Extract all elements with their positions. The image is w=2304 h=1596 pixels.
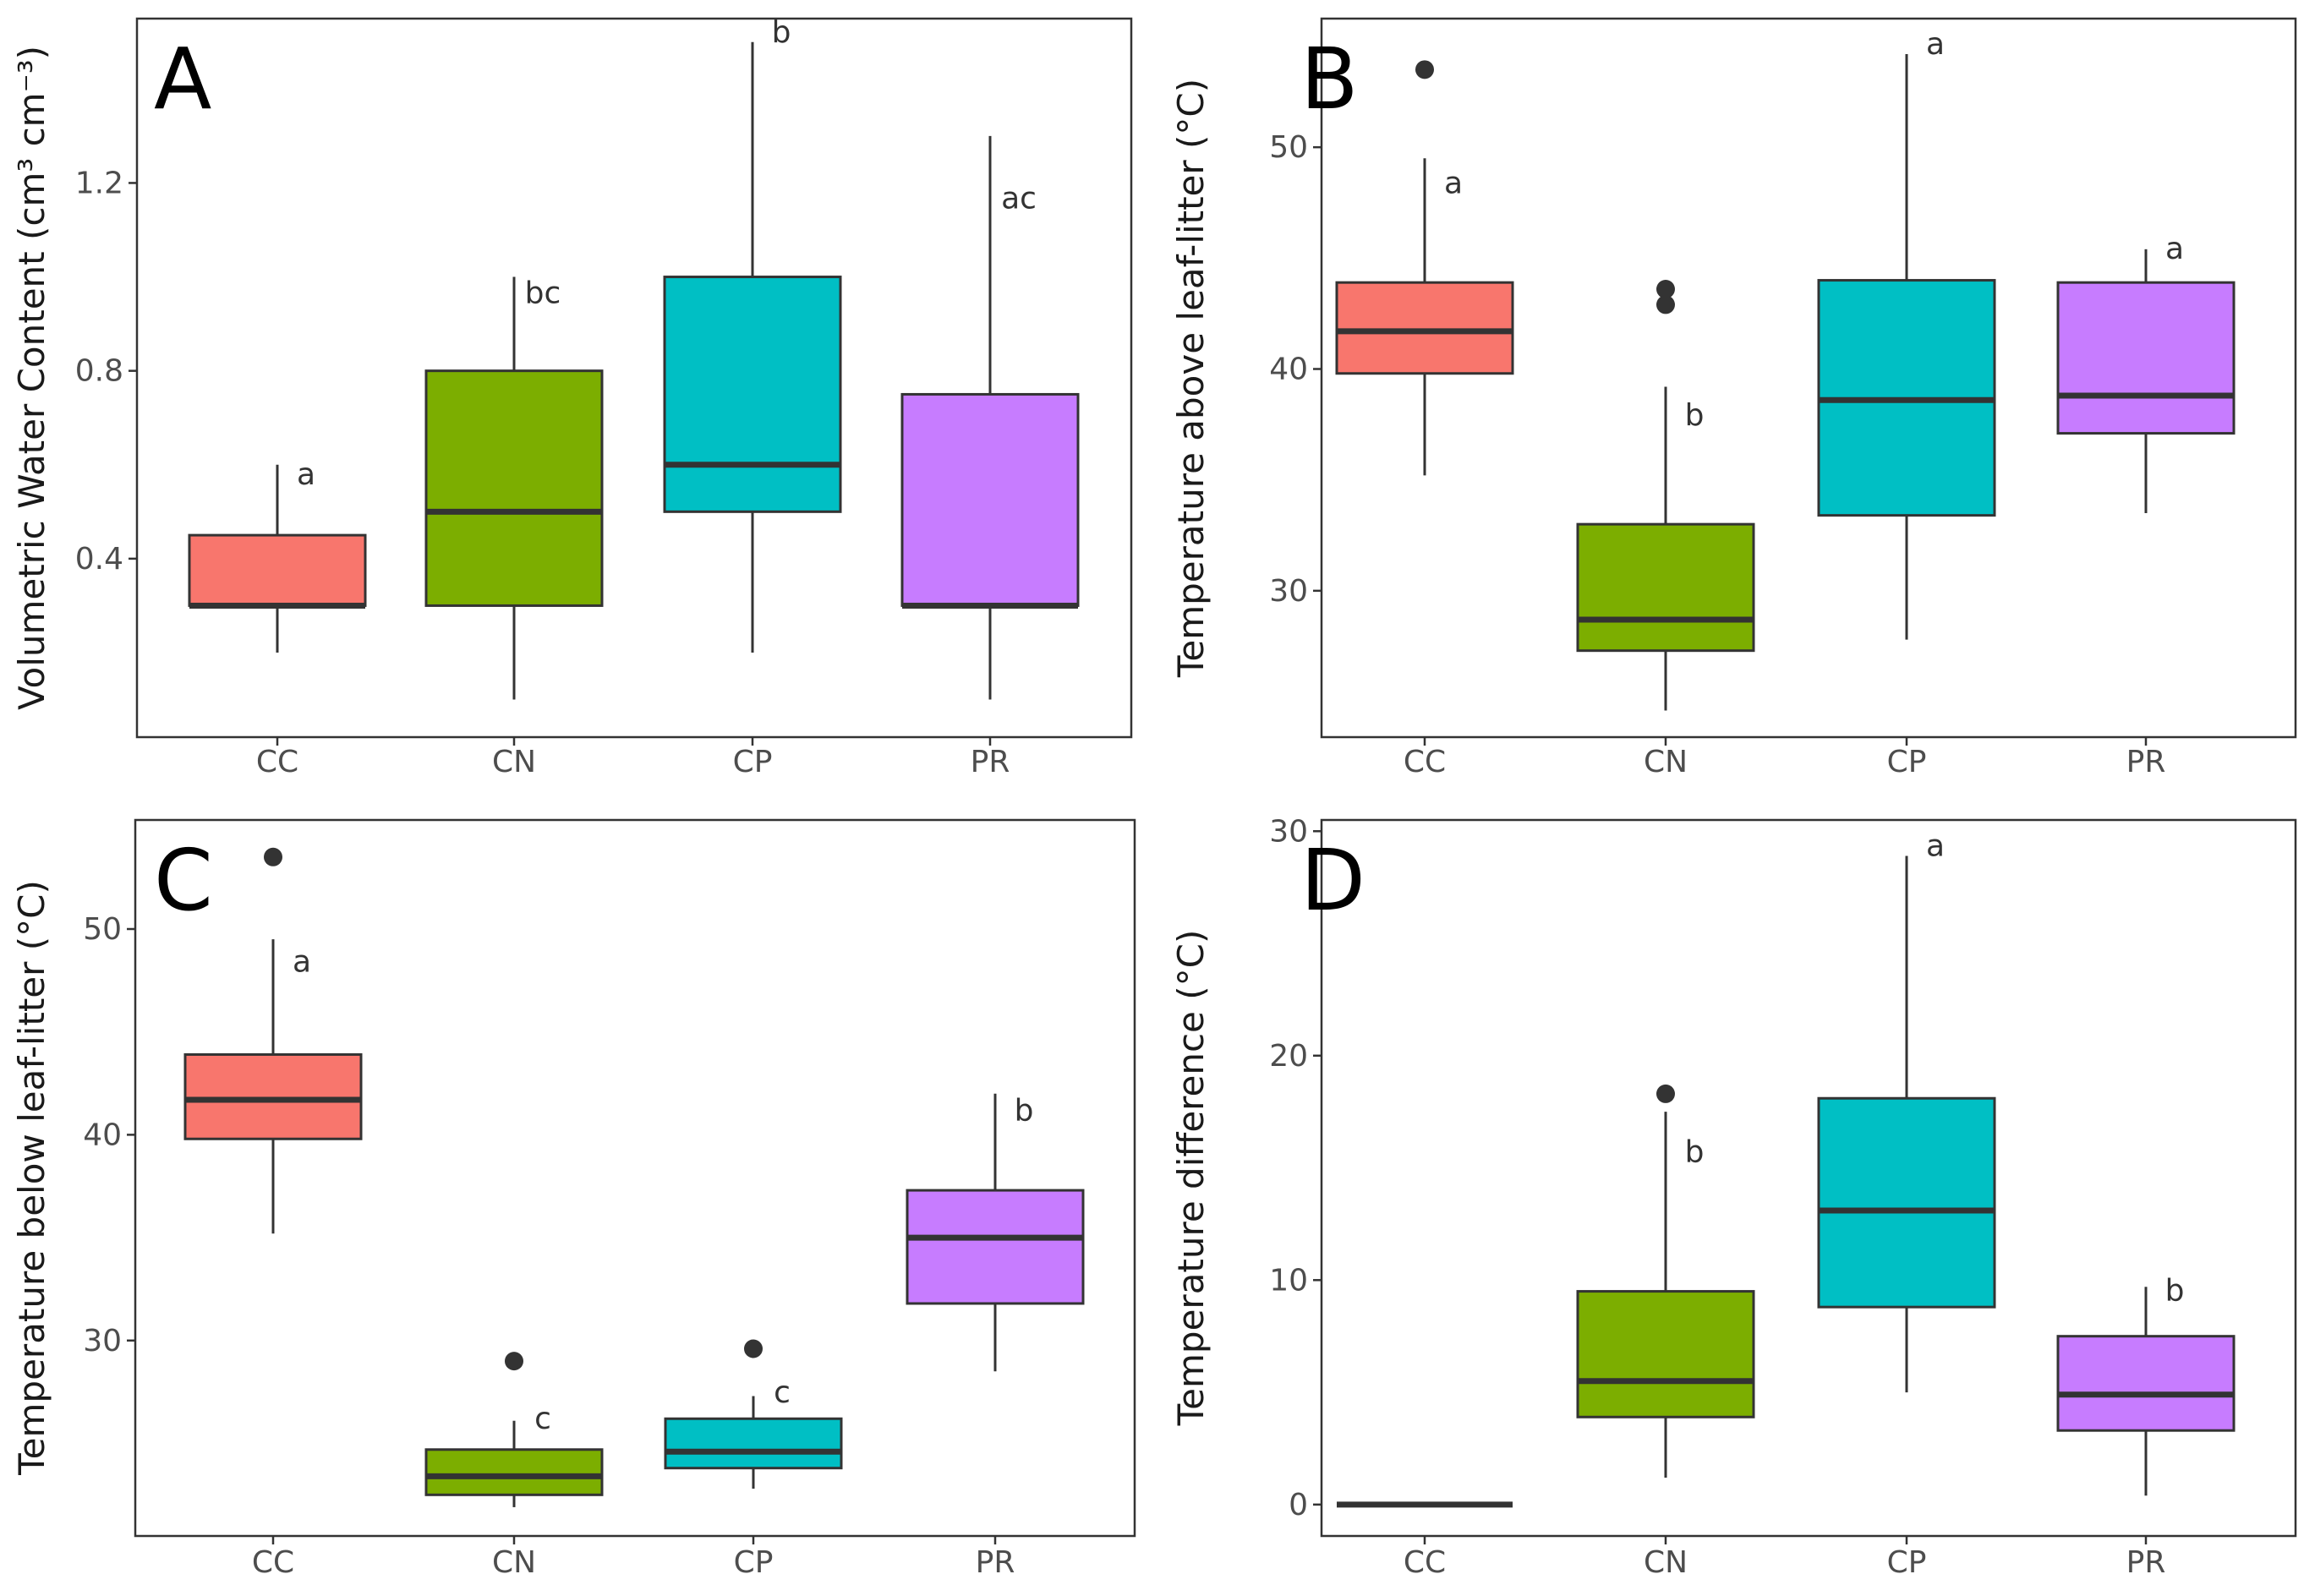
y-tick-label-b: 50 [1269,130,1308,165]
panel-frame-d [1320,818,2297,1538]
significance-letter-a-cp: b [772,15,791,50]
box-group-c-cn: c [424,1352,604,1507]
significance-letter-d-cp: a [1926,828,1945,863]
y-tick-label-d: 10 [1269,1263,1308,1298]
y-tick-label-d: 20 [1269,1039,1308,1074]
x-tick-label-c: CC [252,1545,294,1580]
box-group-b-pr: a [2056,232,2236,514]
box-c-pr [906,1189,1085,1305]
outlier-d-cn [1656,1084,1675,1103]
box-d-pr [2056,1335,2236,1432]
panel-letter-b: B [1300,30,1359,128]
box-c-cn [424,1448,604,1496]
box-b-pr [2056,281,2236,435]
box-c-cp [664,1417,843,1470]
significance-letter-b-cc: a [1444,166,1463,200]
y-tick-label-d: 30 [1269,814,1308,849]
panel-letter-c: C [154,831,213,930]
panel-frame-c [134,818,1136,1538]
panel-c: 30 40 50 Temperature below leaf-litter (°C)… [11,818,1136,1580]
box-group-d-cp: a [1817,828,1996,1393]
significance-letter-d-pr: b [2165,1274,2185,1309]
box-b-cn [1576,522,1755,653]
significance-letter-d-cn: b [1685,1135,1705,1170]
panel-a: 0.4 0.8 1.2 Volumetric Water Content (cm³ c… [11,15,1133,779]
x-tick-label-b: CC [1404,745,1446,779]
box-group-a-pr: ac [900,135,1080,700]
x-tick-label-b: CP [1887,745,1927,779]
x-tick-label-c: CP [734,1545,774,1580]
y-tick-label-c: 30 [83,1324,122,1358]
x-tick-label-c: PR [976,1545,1015,1580]
significance-letter-a-cc: a [297,457,315,492]
outlier-c-cc [264,847,282,866]
box-group-c-pr: b [906,1093,1085,1372]
box-a-cc [188,533,367,607]
x-tick-label-a: PR [971,745,1010,779]
box-group-c-cc: a [183,847,363,1234]
panel-d: 0 10 20 30 Temperature difference (°C) D CC CN C… [1170,814,2297,1580]
box-group-a-cp: b [663,15,842,653]
significance-letter-b-pr: a [2165,232,2184,266]
x-tick-label-a: CN [492,745,536,779]
panel-b: 30 40 50 Temperature above leaf-litter (°C)… [1170,17,2297,779]
significance-letter-b-cp: a [1926,27,1945,62]
y-axis-label-a: Volumetric Water Content (cm³ cm⁻³) [11,46,52,710]
box-group-d-cn: b [1576,1084,1755,1478]
panel-frame-b [1320,17,2297,739]
x-tick-label-d: CN [1644,1545,1688,1580]
outlier-c-cn [505,1352,523,1371]
box-c-cc [183,1052,363,1140]
y-tick-label-a: 0.4 [75,542,123,577]
significance-letter-a-pr: ac [1001,181,1037,216]
x-tick-label-d: CC [1404,1545,1446,1580]
outlier-b-cn [1656,280,1675,299]
box-d-cn [1576,1290,1755,1418]
x-tick-label-b: CN [1644,745,1688,779]
x-tick-label-a: CC [256,745,298,779]
outlier-b-cn [1656,295,1675,314]
x-tick-label-d: PR [2126,1545,2166,1580]
box-group-c-cp: c [664,1339,843,1489]
significance-letter-a-cn: bc [525,276,561,311]
outlier-c-cp [744,1339,763,1358]
panel-letter-d: D [1300,831,1365,930]
box-b-cc [1335,281,1514,375]
y-axis-label-c: Temperature below leaf-litter (°C) [11,880,52,1476]
significance-letter-c-cn: c [534,1402,551,1436]
y-axis-label-d: Temperature difference (°C) [1170,930,1212,1427]
box-group-b-cp: a [1817,27,1996,640]
panel-letter-a: A [154,30,211,128]
panel-frame-a [135,17,1133,739]
y-tick-label-c: 40 [83,1118,122,1152]
x-tick-label-b: PR [2126,745,2166,779]
y-tick-label-d: 0 [1289,1488,1308,1522]
x-tick-label-c: CN [492,1545,536,1580]
box-a-cn [424,369,604,607]
box-group-b-cn: b [1576,280,1755,711]
y-tick-label-a: 1.2 [75,166,123,200]
y-axis-label-b: Temperature above leaf-litter (°C) [1170,79,1212,678]
y-tick-label-c: 50 [83,912,122,947]
box-group-a-cc: a [188,457,367,653]
box-a-cp [663,276,842,513]
x-tick-label-d: CP [1887,1545,1927,1580]
significance-letter-c-pr: b [1015,1094,1034,1129]
box-d-cp [1817,1096,1996,1309]
x-tick-label-a: CP [733,745,773,779]
box-a-pr [900,392,1080,607]
significance-letter-c-cc: a [293,944,311,979]
y-tick-label-a: 0.8 [75,354,123,389]
significance-letter-c-cp: c [774,1375,791,1410]
box-group-d-pr: b [2056,1274,2236,1496]
box-group-b-cc: a [1335,60,1514,476]
y-tick-label-b: 40 [1269,353,1308,387]
significance-letter-b-cn: b [1685,398,1705,433]
outlier-b-cc [1415,60,1434,79]
box-group-a-cn: bc [424,276,604,700]
y-tick-label-b: 30 [1269,574,1308,609]
